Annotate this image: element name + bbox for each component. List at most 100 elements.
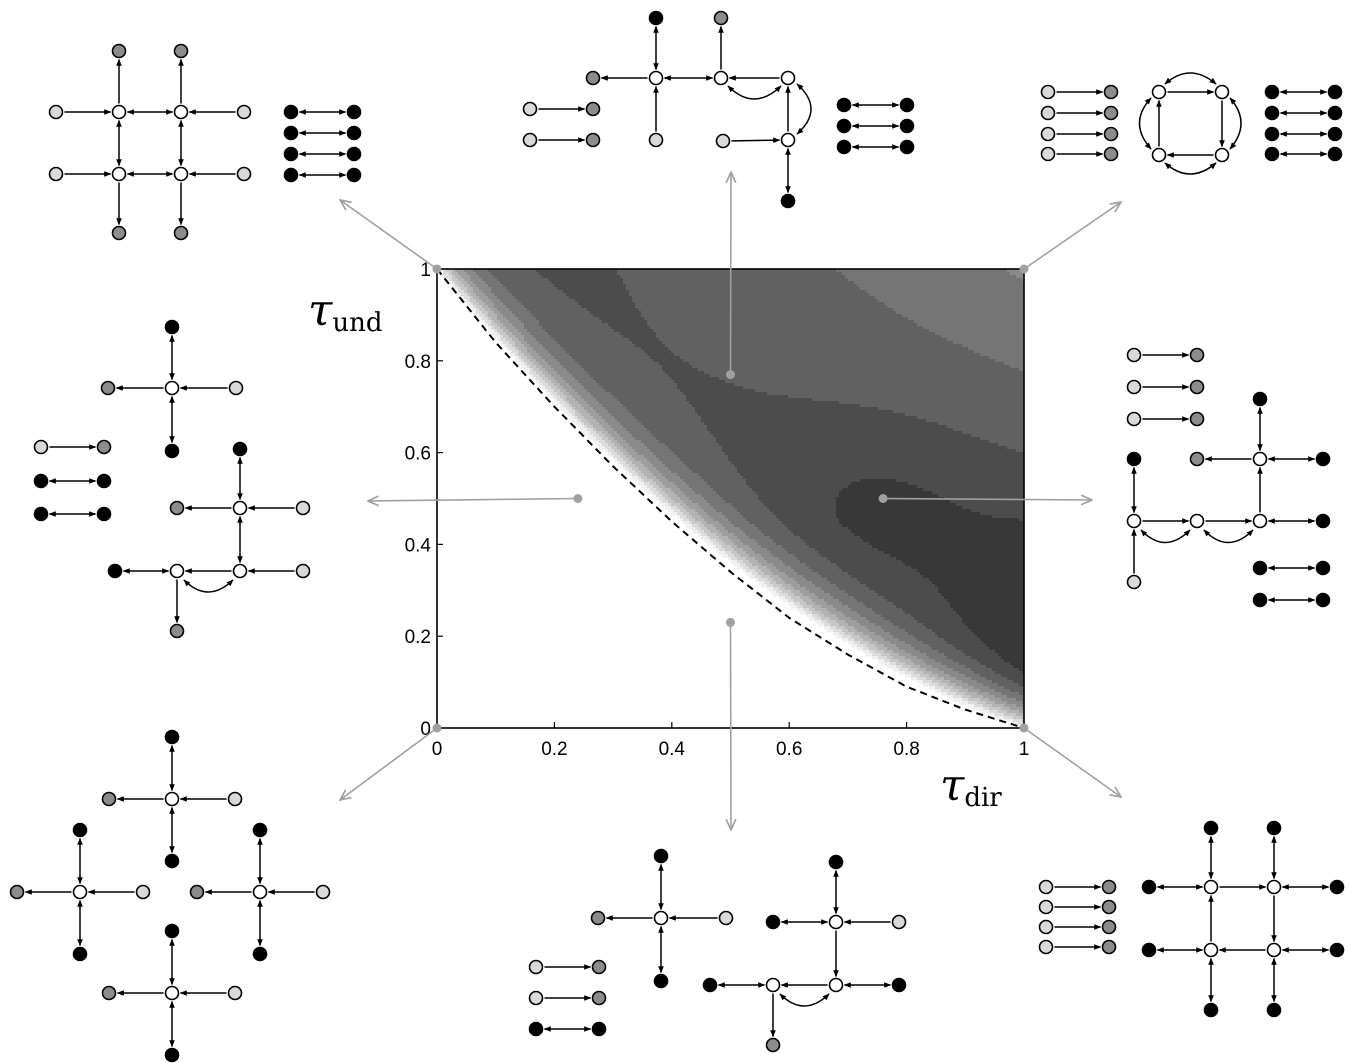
contour-cell xyxy=(503,302,507,306)
contour-cell xyxy=(608,323,612,327)
contour-cell xyxy=(473,269,477,273)
contour-cell xyxy=(509,275,513,279)
contour-cell xyxy=(659,287,663,291)
contour-cell xyxy=(599,323,603,327)
contour-cell xyxy=(590,302,594,306)
contour-cell xyxy=(551,293,555,297)
contour-cell xyxy=(590,308,594,312)
contour-cell xyxy=(629,350,633,354)
contour-cell xyxy=(629,425,633,429)
contour-cell xyxy=(668,455,672,459)
contour-cell xyxy=(593,293,597,297)
contour-cell xyxy=(632,389,636,393)
contour-cell xyxy=(647,386,651,390)
contour-cell xyxy=(671,446,675,450)
contour-cell xyxy=(674,365,678,369)
contour-cell xyxy=(584,410,588,414)
contour-cell xyxy=(539,347,543,351)
contour-cell xyxy=(560,377,564,381)
contour-cell xyxy=(632,314,636,318)
contour-cell xyxy=(611,395,615,399)
contour-cell xyxy=(545,329,549,333)
contour-cell xyxy=(626,344,630,348)
contour-cell xyxy=(605,338,609,342)
contour-cell xyxy=(524,359,528,363)
contour-cell xyxy=(659,320,663,324)
contour-cell xyxy=(647,410,651,414)
contour-cell xyxy=(632,359,636,363)
contour-cell xyxy=(662,410,666,414)
contour-cell xyxy=(599,365,603,369)
contour-cell xyxy=(599,269,603,273)
contour-cell xyxy=(620,347,624,351)
contour-cell xyxy=(611,392,615,396)
contour-cell xyxy=(479,311,483,315)
contour-cell xyxy=(641,284,645,288)
contour-cell xyxy=(659,272,663,276)
contour-cell xyxy=(569,362,573,366)
contour-cell xyxy=(635,341,639,345)
contour-cell xyxy=(563,377,567,381)
contour-cell xyxy=(653,359,657,363)
contour-cell xyxy=(527,371,531,375)
contour-cell xyxy=(563,401,567,405)
contour-cell xyxy=(623,317,627,321)
contour-cell xyxy=(644,338,648,342)
contour-cell xyxy=(638,470,642,474)
contour-cell xyxy=(557,398,561,402)
contour-cell xyxy=(626,338,630,342)
contour-cell xyxy=(569,278,573,282)
contour-cell xyxy=(665,308,669,312)
contour-cell xyxy=(521,320,525,324)
contour-cell xyxy=(551,347,555,351)
contour-cell xyxy=(605,299,609,303)
contour-cell xyxy=(611,398,615,402)
contour-cell xyxy=(545,338,549,342)
contour-cell xyxy=(509,320,513,324)
contour-cell xyxy=(656,443,660,447)
contour-cell xyxy=(644,293,648,297)
contour-cell xyxy=(647,464,651,468)
contour-cell xyxy=(623,440,627,444)
contour-cell xyxy=(467,278,471,282)
contour-cell xyxy=(503,278,507,282)
contour-cell xyxy=(656,416,660,420)
contour-cell xyxy=(566,362,570,366)
contour-cell xyxy=(557,341,561,345)
contour-cell xyxy=(485,290,489,294)
contour-cell xyxy=(665,425,669,429)
contour-cell xyxy=(638,284,642,288)
contour-cell xyxy=(668,437,672,441)
contour-cell xyxy=(647,449,651,453)
contour-cell xyxy=(665,305,669,309)
contour-cell xyxy=(578,338,582,342)
contour-cell xyxy=(587,407,591,411)
contour-cell xyxy=(536,287,540,291)
contour-cell xyxy=(614,338,618,342)
contour-cell xyxy=(515,275,519,279)
contour-cell xyxy=(635,278,639,282)
contour-cell xyxy=(566,284,570,288)
contour-cell xyxy=(608,350,612,354)
contour-cell xyxy=(617,413,621,417)
contour-cell xyxy=(668,452,672,456)
contour-cell xyxy=(638,392,642,396)
contour-cell xyxy=(647,344,651,348)
contour-cell xyxy=(671,443,675,447)
contour-cell xyxy=(665,443,669,447)
contour-cell xyxy=(578,422,582,426)
contour-cell xyxy=(665,353,669,357)
contour-cell xyxy=(629,371,633,375)
contour-cell xyxy=(572,305,576,309)
contour-cell xyxy=(515,278,519,282)
contour-cell xyxy=(641,485,645,489)
contour-cell xyxy=(566,386,570,390)
contour-cell xyxy=(659,491,663,495)
contour-cell xyxy=(659,386,663,390)
contour-cell xyxy=(593,374,597,378)
contour-cell xyxy=(551,332,555,336)
contour-cell xyxy=(560,287,564,291)
contour-cell xyxy=(542,362,546,366)
contour-cell xyxy=(503,341,507,345)
contour-cell xyxy=(668,287,672,291)
